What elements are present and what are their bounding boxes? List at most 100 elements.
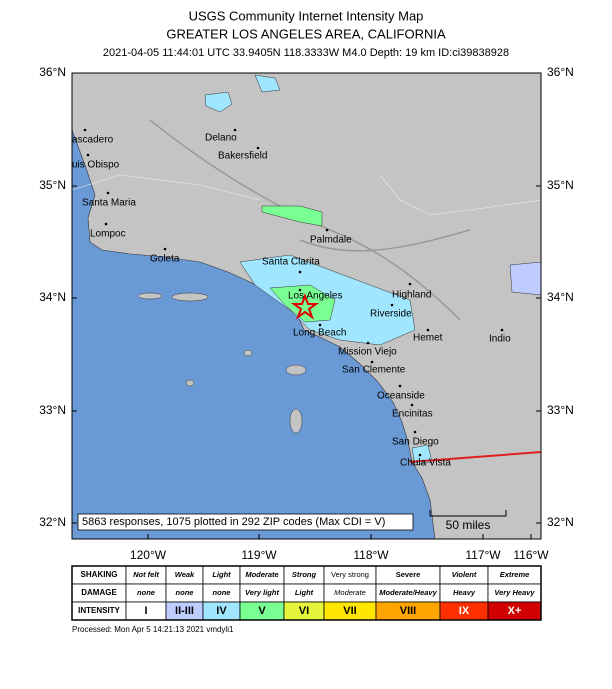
legend-cell-text: Heavy: [453, 588, 476, 597]
summary: 5863 responses, 1075 plotted in 292 ZIP …: [82, 516, 385, 528]
city-label: Santa Maria: [82, 198, 136, 209]
legend-cell-text: Moderate/Heavy: [379, 588, 437, 597]
legend-cell-text: none: [137, 588, 155, 597]
island: [285, 364, 307, 376]
city-dot: [366, 341, 370, 345]
legend-cell-text: none: [176, 588, 194, 597]
legend-frame: [71, 565, 542, 621]
city-dot: [370, 360, 374, 364]
city-label: Goleta: [150, 254, 180, 265]
city-dot: [163, 247, 167, 251]
border: [409, 451, 542, 463]
lon-label: 117°W: [465, 548, 501, 562]
city-label: Hemet: [413, 333, 443, 344]
intensity-zone: [204, 91, 233, 113]
city-dot: [233, 128, 237, 132]
island: [185, 379, 195, 387]
city-label: Palmdale: [310, 235, 352, 246]
legend-cell-text: X+: [508, 605, 522, 617]
legend-cell-text: Very strong: [331, 570, 369, 579]
city-dot: [500, 328, 504, 332]
city-label: Chula Vista: [400, 458, 451, 469]
legend-row-label: DAMAGE: [81, 588, 117, 597]
lat-label: 35°N: [39, 178, 66, 192]
island: [243, 349, 253, 357]
map: 5863 responses, 1075 plotted in 292 ZIP …: [71, 72, 542, 540]
city-label: Santa Clarita: [262, 257, 320, 268]
legend-cell-text: II-III: [175, 605, 194, 617]
intensity-zone: [509, 261, 542, 296]
city-dot: [104, 222, 108, 226]
legend: SHAKING Not felt Weak Light Moderate Strong Ve…: [71, 565, 542, 621]
legend-cell-text: Moderate: [334, 588, 366, 597]
footer: Processed: Mon Apr 5 14:21:13 2021 vmdyl…: [72, 625, 234, 634]
map-frame: [71, 72, 542, 540]
lat-label: 33°N: [39, 403, 66, 417]
city-label: San Clemente: [342, 365, 406, 376]
legend-cell-text: VII: [343, 605, 356, 617]
legend-cell-text: Weak: [175, 570, 195, 579]
scale-label: 50 miles: [446, 518, 491, 532]
city-dot: [318, 323, 322, 327]
city-label: San Diego: [392, 437, 439, 448]
legend-row-label: INTENSITY: [78, 606, 120, 615]
intensity-zone: [261, 205, 323, 227]
legend-row-label: SHAKING: [81, 570, 118, 579]
legend-cell-text: Light: [295, 588, 314, 597]
intensity-zone: [254, 74, 281, 93]
event-info: 2021-04-05 11:44:01 UTC 33.9405N 118.333…: [103, 47, 509, 59]
city-dot: [106, 191, 110, 195]
city-dot: [256, 146, 260, 150]
city-label: ascadero: [72, 135, 114, 146]
city-dot: [398, 384, 402, 388]
legend-cell-text: Very light: [245, 588, 279, 597]
legend-cell-text: IV: [216, 605, 227, 617]
city-label: Highland: [392, 290, 431, 301]
city-dot: [408, 282, 412, 286]
lat-label: 34°N: [39, 290, 66, 304]
city-label: Lompoc: [90, 229, 126, 240]
terrain: [149, 119, 471, 321]
legend-cell-text: Moderate: [245, 570, 278, 579]
city-dot: [86, 153, 90, 157]
island: [171, 292, 209, 302]
legend-cell-text: Severe: [396, 570, 421, 579]
lat-label: 32°N: [547, 515, 574, 529]
city-dot: [426, 328, 430, 332]
legend-cell-text: Not felt: [133, 570, 159, 579]
legend-cell-text: I: [144, 605, 147, 617]
city-dot: [413, 430, 417, 434]
legend-cell-text: Violent: [452, 570, 477, 579]
city-label: Los Angeles: [288, 291, 343, 302]
city-label: Delano: [205, 133, 237, 144]
legend-cell-text: V: [258, 605, 266, 617]
city-label: Riverside: [370, 309, 412, 320]
lon-label: 118°W: [353, 548, 389, 562]
city-dot: [325, 228, 329, 232]
scale-bar: [429, 510, 507, 517]
lat-label: 36°N: [547, 65, 574, 79]
city-dot: [298, 288, 302, 292]
city-label: Oceanside: [377, 391, 425, 402]
city-label: Long Beach: [293, 328, 346, 339]
island: [137, 292, 163, 300]
city-dot: [298, 270, 302, 274]
legend-cell-text: Strong: [292, 570, 317, 579]
lat-label: 36°N: [39, 65, 66, 79]
island: [289, 408, 303, 434]
legend-cell-text: IX: [459, 605, 470, 617]
city-label: Encinitas: [392, 409, 433, 420]
legend-cell-text: VI: [299, 605, 309, 617]
legend-cell-text: none: [213, 588, 231, 597]
lon-label: 116°W: [513, 548, 549, 562]
region: GREATER LOS ANGELES AREA, CALIFORNIA: [166, 26, 446, 41]
city-dot: [83, 128, 87, 132]
epicenter: [290, 293, 320, 320]
lat-label: 33°N: [547, 403, 574, 417]
lon-label: 119°W: [241, 548, 277, 562]
county-lines: [71, 174, 542, 216]
city-label: uis Obispo: [72, 160, 120, 171]
city-label: Mission Viejo: [338, 347, 397, 358]
legend-cell-text: Light: [212, 570, 231, 579]
city-dot: [418, 453, 422, 457]
